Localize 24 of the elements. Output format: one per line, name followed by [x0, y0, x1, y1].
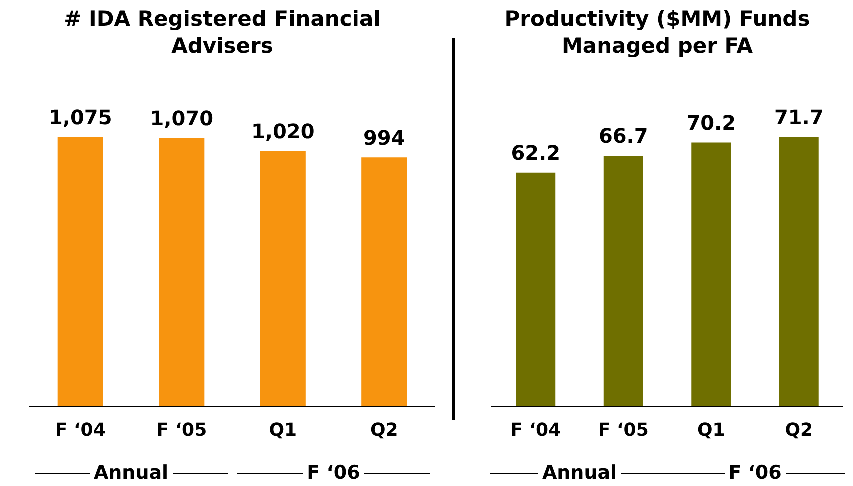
- x-tick-label: Q1: [697, 420, 726, 441]
- x-tick-label: Q2: [785, 420, 814, 441]
- x-tick-label: F ‘04: [510, 420, 562, 441]
- data-label: 1,020: [251, 119, 315, 144]
- x-tick-label: F ‘04: [55, 420, 106, 441]
- x-tick-label: Q1: [269, 420, 298, 441]
- chart-title: # IDA Registered Financial Advisers: [63, 6, 382, 60]
- data-label: 71.7: [774, 105, 824, 130]
- data-label: 994: [364, 126, 406, 150]
- bar: [516, 172, 556, 406]
- bar: [779, 137, 819, 406]
- data-label: 1,070: [150, 106, 214, 131]
- x-tick-label: F ‘05: [598, 420, 649, 441]
- bar: [692, 142, 732, 406]
- x-tick-label: Q2: [370, 420, 398, 441]
- data-label: 70.2: [686, 111, 736, 135]
- bar: [604, 156, 644, 406]
- data-label: 62.2: [511, 141, 561, 166]
- text: F ‘06: [233, 462, 434, 484]
- data-label: 66.7: [598, 124, 648, 148]
- chart-title: Productivity ($MM) Funds Managed per FA: [504, 6, 812, 60]
- x-tick-label: F ‘05: [156, 420, 208, 441]
- text: Annual: [30, 462, 232, 484]
- data-label: 1,075: [48, 105, 112, 130]
